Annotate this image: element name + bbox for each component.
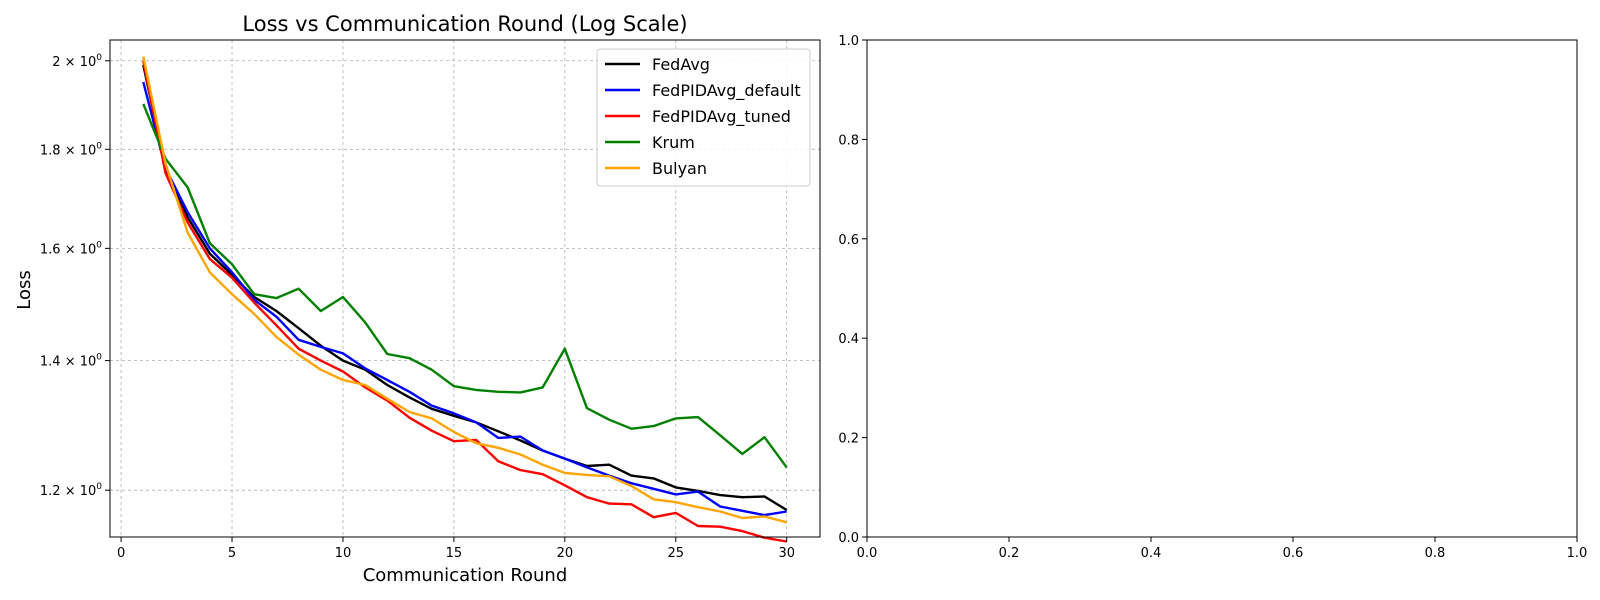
x-axis-ticks-right: 0.0 0.2 0.4 0.6 0.8 1.0 [857, 537, 1588, 561]
x-tick-label: 25 [668, 546, 685, 561]
series-line-FedPIDAvg_tuned [142, 60, 787, 543]
legend-items: FedAvg FedPIDAvg_default FedPIDAvg_tuned Kr… [605, 55, 801, 178]
y-tick-label: 0.4 [838, 332, 859, 347]
x-tick-label: 0.6 [1283, 546, 1304, 561]
legend-label: FedAvg [652, 55, 710, 74]
x-tick-label: 0.2 [999, 546, 1020, 561]
series-lines [142, 56, 788, 543]
x-tick-label: 30 [778, 546, 795, 561]
legend-label: Bulyan [652, 159, 707, 178]
y-tick-label: 1.8 × 100 [40, 141, 102, 158]
x-tick-label: 0 [117, 546, 125, 561]
x-tick-label: 0.4 [1141, 546, 1162, 561]
y-axis-ticks-right: 0.0 0.2 0.4 0.6 0.8 1.0 [838, 34, 867, 546]
y-tick-label: 1.6 × 100 [40, 240, 102, 257]
x-tick-label: 15 [446, 546, 463, 561]
legend-box [596, 48, 811, 187]
legend: FedAvg FedPIDAvg_default FedPIDAvg_tuned Kr… [596, 48, 811, 187]
x-tick-label: 20 [557, 546, 574, 561]
plot-frame-right [866, 39, 1578, 538]
x-tick-label: 5 [228, 546, 236, 561]
empty-chart: 0.0 0.2 0.4 0.6 0.8 1.0 0.0 0.2 0.4 0.6 0.8 1.0 [838, 34, 1587, 561]
y-tick-label: 0.2 [838, 432, 859, 447]
x-tick-label: 0.0 [857, 546, 878, 561]
x-tick-label: 0.8 [1425, 546, 1446, 561]
series-line-Krum [142, 103, 788, 469]
chart-title: Loss vs Communication Round (Log Scale) [242, 12, 687, 36]
y-tick-label: 1.4 × 100 [40, 353, 102, 370]
y-tick-label: 0.0 [838, 531, 859, 546]
y-tick-label: 0.8 [838, 133, 859, 148]
y-tick-label: 1.2 × 100 [40, 482, 102, 499]
legend-label: Krum [652, 133, 695, 152]
grid [110, 40, 820, 537]
y-axis-label: Loss [14, 270, 35, 309]
y-axis-ticks: 1.2 × 100 1.4 × 100 1.6 × 100 1.8 × 100 2 × … [40, 53, 110, 499]
series-line-Bulyan [142, 56, 788, 524]
x-axis-label: Communication Round [363, 565, 568, 586]
x-tick-label: 10 [335, 546, 352, 561]
series-line-FedPIDAvg_default [142, 81, 787, 517]
y-tick-label: 0.6 [838, 233, 859, 248]
y-tick-label: 2 × 100 [52, 53, 102, 70]
legend-label: FedPIDAvg_tuned [652, 107, 791, 127]
y-tick-label: 1.0 [838, 34, 859, 49]
loss-chart: Loss vs Communication Round (Log Scale) … [14, 12, 821, 586]
x-axis-ticks: 0 5 10 15 20 25 30 [117, 537, 795, 561]
plot-frame [109, 39, 821, 538]
legend-label: FedPIDAvg_default [652, 81, 801, 101]
x-tick-label: 1.0 [1567, 546, 1588, 561]
